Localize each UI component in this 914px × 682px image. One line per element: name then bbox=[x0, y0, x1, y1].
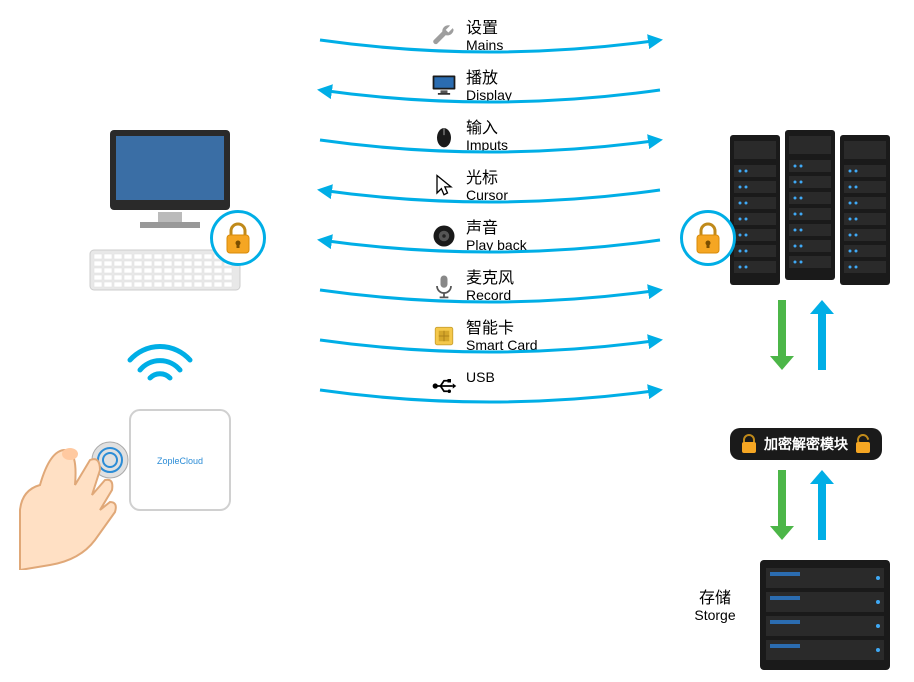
channel-label: 麦克风Record bbox=[466, 270, 586, 303]
lock-icon bbox=[210, 210, 266, 266]
channel-label-en: Cursor bbox=[466, 188, 586, 203]
channel-label: 声音Play back bbox=[466, 220, 586, 253]
flow-arrow bbox=[770, 470, 794, 540]
storage-label-en: Storge bbox=[680, 608, 750, 623]
channel-label-en: Play back bbox=[466, 238, 586, 253]
channel-label-en: Imputs bbox=[466, 138, 586, 153]
channel-label: 输入Imputs bbox=[466, 120, 586, 153]
speaker-icon bbox=[430, 222, 458, 250]
channel-label: 设置Mains bbox=[466, 20, 586, 53]
hand-icon bbox=[0, 430, 130, 570]
channel-label: 光标Cursor bbox=[466, 170, 586, 203]
channel-label-en: Smart Card bbox=[466, 338, 586, 353]
channel-label-en: Mains bbox=[466, 38, 586, 53]
cursor-icon bbox=[430, 172, 458, 200]
lock-icon bbox=[680, 210, 736, 266]
wifi-icon bbox=[120, 330, 200, 386]
flow-arrow bbox=[810, 300, 834, 370]
channel-label-en: Record bbox=[466, 288, 586, 303]
encryption-module: 加密解密模块 bbox=[730, 428, 882, 460]
channel-label-cn: 光标 bbox=[466, 170, 586, 188]
usb-icon bbox=[430, 372, 458, 400]
encryption-module-label: 加密解密模块 bbox=[764, 434, 848, 454]
mouse-icon bbox=[430, 122, 458, 150]
channel-label: 播放Display bbox=[466, 70, 586, 103]
flow-arrow bbox=[770, 300, 794, 370]
channel-label-cn: 麦克风 bbox=[466, 270, 586, 288]
chip-icon bbox=[430, 322, 458, 350]
flow-arrow bbox=[810, 470, 834, 540]
wrench-icon bbox=[430, 22, 458, 50]
storage-label-cn: 存储 bbox=[680, 590, 750, 608]
channel-label-en: USB bbox=[466, 370, 586, 385]
storage-label: 存储Storge bbox=[680, 590, 750, 623]
channel-label-cn: 输入 bbox=[466, 120, 586, 138]
channel-label-en: Display bbox=[466, 88, 586, 103]
channel-label-cn: 声音 bbox=[466, 220, 586, 238]
channel-label: 智能卡Smart Card bbox=[466, 320, 586, 353]
channel-label-cn: 设置 bbox=[466, 20, 586, 38]
mic-icon bbox=[430, 272, 458, 300]
storage-unit bbox=[760, 560, 890, 670]
channel-label: USB bbox=[466, 370, 586, 385]
device-label: ZopleCloud bbox=[157, 456, 203, 466]
channel-label-cn: 播放 bbox=[466, 70, 586, 88]
channel-label-cn: 智能卡 bbox=[466, 320, 586, 338]
monitor-icon bbox=[430, 72, 458, 100]
server-cluster bbox=[730, 130, 900, 290]
